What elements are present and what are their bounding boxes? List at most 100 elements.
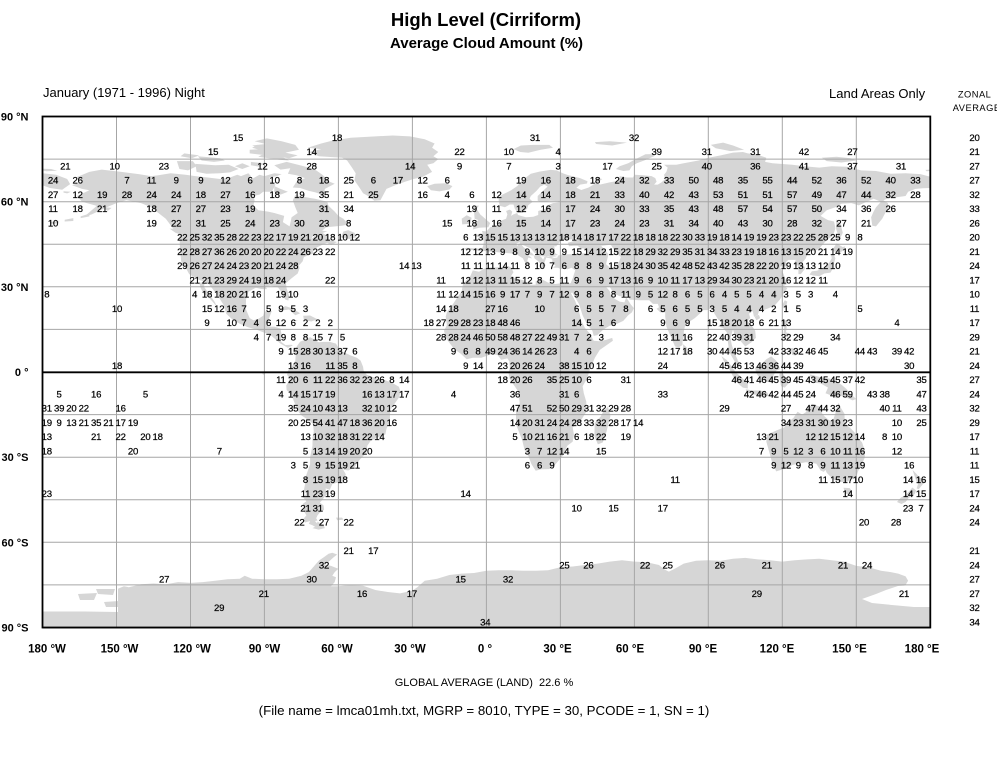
svg-text:13: 13 [756, 432, 766, 443]
svg-text:8: 8 [475, 347, 480, 358]
svg-text:9: 9 [599, 275, 604, 286]
svg-text:12: 12 [448, 290, 458, 301]
svg-text:18: 18 [112, 361, 122, 372]
svg-text:11: 11 [473, 261, 483, 272]
svg-text:9: 9 [796, 461, 801, 472]
svg-text:16: 16 [547, 432, 557, 443]
svg-text:28: 28 [571, 418, 581, 429]
svg-text:12: 12 [522, 275, 532, 286]
svg-text:35: 35 [288, 404, 298, 415]
svg-text:52: 52 [695, 261, 705, 272]
svg-text:7: 7 [918, 503, 923, 514]
svg-text:9: 9 [820, 461, 825, 472]
svg-text:6: 6 [648, 304, 653, 315]
svg-text:21: 21 [239, 290, 249, 301]
svg-text:15: 15 [300, 389, 310, 400]
svg-text:7: 7 [328, 332, 333, 343]
svg-text:15: 15 [442, 218, 452, 229]
svg-text:28: 28 [300, 347, 310, 358]
svg-text:14: 14 [497, 261, 508, 272]
svg-text:10: 10 [504, 147, 514, 158]
svg-text:11: 11 [621, 290, 631, 301]
svg-text:19: 19 [467, 204, 477, 215]
svg-text:57: 57 [787, 204, 797, 215]
svg-text:32: 32 [629, 133, 639, 144]
svg-text:35: 35 [658, 261, 668, 272]
svg-text:22: 22 [239, 233, 249, 244]
svg-text:27: 27 [202, 261, 212, 272]
svg-text:AVERAGE: AVERAGE [953, 103, 997, 113]
svg-text:21: 21 [263, 261, 273, 272]
svg-text:7: 7 [124, 176, 129, 187]
svg-text:31: 31 [559, 389, 569, 400]
svg-text:15: 15 [608, 503, 618, 514]
svg-text:13: 13 [473, 233, 483, 244]
svg-text:4: 4 [759, 304, 765, 315]
svg-text:20: 20 [510, 375, 520, 386]
svg-text:15: 15 [202, 304, 212, 315]
svg-text:9: 9 [562, 247, 567, 258]
svg-text:22: 22 [534, 332, 544, 343]
svg-text:42: 42 [769, 389, 779, 400]
svg-text:25: 25 [651, 161, 661, 172]
svg-text:7: 7 [241, 318, 246, 329]
svg-text:11: 11 [843, 446, 853, 457]
svg-text:15: 15 [916, 489, 926, 500]
svg-text:24: 24 [805, 389, 816, 400]
svg-text:18: 18 [497, 375, 507, 386]
svg-text:16: 16 [491, 218, 501, 229]
svg-text:15: 15 [596, 446, 606, 457]
svg-text:10: 10 [226, 318, 236, 329]
svg-text:18: 18 [719, 318, 729, 329]
svg-text:23: 23 [903, 503, 913, 514]
svg-text:58: 58 [497, 332, 507, 343]
svg-text:9: 9 [463, 361, 468, 372]
svg-text:15: 15 [208, 147, 218, 158]
svg-text:42: 42 [744, 389, 754, 400]
svg-text:12: 12 [658, 290, 668, 301]
svg-text:34: 34 [830, 332, 841, 343]
svg-text:16: 16 [541, 204, 551, 215]
svg-text:45: 45 [719, 361, 729, 372]
svg-text:46: 46 [510, 318, 520, 329]
svg-text:17: 17 [393, 176, 403, 187]
svg-text:18: 18 [42, 446, 52, 457]
svg-text:11: 11 [670, 275, 680, 286]
svg-text:10: 10 [522, 432, 532, 443]
svg-text:11: 11 [970, 446, 980, 457]
svg-text:5: 5 [303, 446, 308, 457]
svg-text:8: 8 [44, 290, 49, 301]
svg-text:23: 23 [842, 418, 852, 429]
svg-text:6: 6 [352, 347, 357, 358]
svg-text:18: 18 [337, 432, 347, 443]
svg-text:25: 25 [830, 233, 840, 244]
svg-text:4: 4 [254, 318, 260, 329]
svg-text:17: 17 [510, 290, 520, 301]
svg-text:29: 29 [608, 404, 618, 415]
svg-text:15: 15 [233, 133, 243, 144]
svg-text:29: 29 [448, 318, 458, 329]
svg-text:14: 14 [399, 261, 410, 272]
svg-text:12: 12 [214, 304, 224, 315]
svg-text:22: 22 [621, 233, 631, 244]
svg-text:18: 18 [319, 176, 329, 187]
svg-text:14: 14 [732, 233, 743, 244]
svg-text:5: 5 [783, 446, 788, 457]
svg-text:18: 18 [467, 218, 477, 229]
svg-text:30: 30 [645, 261, 655, 272]
svg-text:19: 19 [251, 275, 261, 286]
svg-text:32: 32 [350, 375, 360, 386]
svg-text:31: 31 [664, 218, 674, 229]
svg-text:43: 43 [688, 190, 698, 201]
svg-text:24: 24 [276, 275, 287, 286]
svg-text:9: 9 [636, 290, 641, 301]
svg-text:32: 32 [639, 176, 649, 187]
svg-text:4: 4 [894, 318, 900, 329]
svg-text:17: 17 [658, 503, 668, 514]
svg-text:7: 7 [759, 446, 764, 457]
svg-text:30: 30 [294, 218, 304, 229]
svg-text:31: 31 [744, 332, 754, 343]
svg-text:24: 24 [969, 518, 980, 529]
svg-text:4: 4 [445, 190, 451, 201]
svg-text:22: 22 [263, 233, 273, 244]
